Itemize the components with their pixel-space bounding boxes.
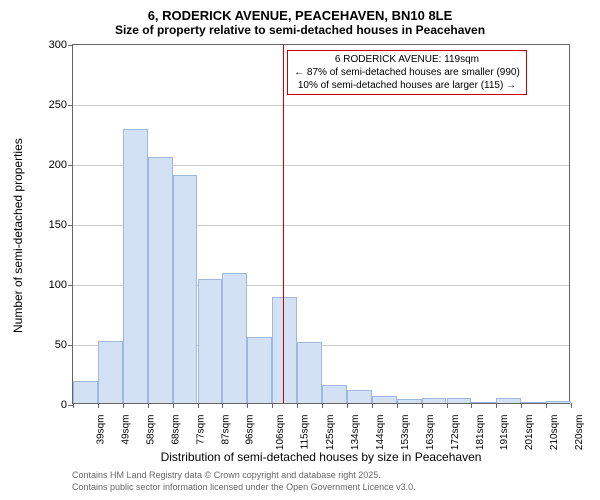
xtick-label: 172sqm xyxy=(450,415,461,451)
histogram-bar xyxy=(173,175,198,403)
histogram-bar xyxy=(198,279,223,403)
x-axis-label: Distribution of semi-detached houses by … xyxy=(72,450,570,464)
histogram-bar xyxy=(372,396,397,403)
chart-main-title: 6, RODERICK AVENUE, PEACEHAVEN, BN10 8LE xyxy=(0,0,600,23)
histogram-bar xyxy=(123,129,148,403)
xtick-label: 115sqm xyxy=(300,415,311,450)
xtick-mark xyxy=(322,403,323,408)
xtick-label: 68sqm xyxy=(170,415,181,445)
xtick-mark xyxy=(148,403,149,408)
histogram-bar xyxy=(272,297,297,403)
xtick-label: 125sqm xyxy=(325,415,336,451)
xtick-mark xyxy=(98,403,99,408)
histogram-bar xyxy=(322,385,347,403)
xtick-mark xyxy=(571,403,572,408)
ytick-label: 100 xyxy=(49,279,67,291)
ytick-label: 250 xyxy=(49,99,67,111)
y-axis-label: Number of semi-detached properties xyxy=(11,113,25,333)
plot-area: 05010015020025030039sqm49sqm58sqm68sqm77… xyxy=(72,44,570,404)
annotation-line: 10% of semi-detached houses are larger (… xyxy=(294,79,520,92)
xtick-label: 163sqm xyxy=(425,415,436,451)
footer-attribution: Contains HM Land Registry data © Crown c… xyxy=(72,470,416,493)
xtick-mark xyxy=(422,403,423,408)
xtick-label: 49sqm xyxy=(120,415,131,445)
ytick-label: 0 xyxy=(61,399,67,411)
xtick-label: 134sqm xyxy=(350,415,361,451)
xtick-label: 201sqm xyxy=(524,415,535,451)
xtick-label: 144sqm xyxy=(375,415,386,451)
gridline xyxy=(73,105,569,106)
histogram-bar xyxy=(496,398,521,403)
xtick-label: 191sqm xyxy=(499,415,510,451)
ytick-mark xyxy=(68,225,73,226)
ytick-mark xyxy=(68,165,73,166)
xtick-mark xyxy=(272,403,273,408)
ytick-label: 150 xyxy=(49,219,67,231)
xtick-mark xyxy=(521,403,522,408)
xtick-mark xyxy=(247,403,248,408)
xtick-mark xyxy=(173,403,174,408)
ytick-label: 200 xyxy=(49,159,67,171)
xtick-label: 87sqm xyxy=(220,415,231,445)
histogram-bar xyxy=(422,398,447,403)
xtick-label: 77sqm xyxy=(195,415,206,445)
annotation-line: ← 87% of semi-detached houses are smalle… xyxy=(294,66,520,79)
annotation-box: 6 RODERICK AVENUE: 119sqm← 87% of semi-d… xyxy=(287,50,527,95)
histogram-bar xyxy=(247,337,272,403)
annotation-line: 6 RODERICK AVENUE: 119sqm xyxy=(294,53,520,66)
xtick-mark xyxy=(496,403,497,408)
xtick-label: 153sqm xyxy=(400,415,411,451)
xtick-mark xyxy=(372,403,373,408)
footer-line-2: Contains public sector information licen… xyxy=(72,482,416,494)
xtick-label: 39sqm xyxy=(96,415,107,445)
xtick-mark xyxy=(222,403,223,408)
ytick-label: 300 xyxy=(49,39,67,51)
chart-sub-title: Size of property relative to semi-detach… xyxy=(0,23,600,41)
marker-line xyxy=(283,45,284,403)
histogram-bar xyxy=(222,273,247,403)
histogram-bar xyxy=(397,399,422,403)
xtick-mark xyxy=(73,403,74,408)
histogram-bar xyxy=(521,402,546,403)
histogram-bar xyxy=(73,381,98,403)
histogram-bar xyxy=(447,398,472,403)
xtick-mark xyxy=(123,403,124,408)
histogram-bar xyxy=(148,157,173,403)
xtick-mark xyxy=(471,403,472,408)
xtick-label: 181sqm xyxy=(475,415,486,451)
ytick-label: 50 xyxy=(55,339,67,351)
ytick-mark xyxy=(68,45,73,46)
ytick-mark xyxy=(68,345,73,346)
xtick-label: 58sqm xyxy=(145,415,156,445)
xtick-mark xyxy=(546,403,547,408)
xtick-label: 96sqm xyxy=(245,415,256,445)
ytick-mark xyxy=(68,285,73,286)
xtick-mark xyxy=(347,403,348,408)
xtick-label: 220sqm xyxy=(574,415,585,451)
xtick-label: 210sqm xyxy=(549,415,560,451)
histogram-bar xyxy=(471,402,496,403)
xtick-mark xyxy=(397,403,398,408)
ytick-mark xyxy=(68,105,73,106)
histogram-bar xyxy=(98,341,123,403)
xtick-mark xyxy=(447,403,448,408)
xtick-label: 106sqm xyxy=(275,415,286,451)
xtick-mark xyxy=(297,403,298,408)
histogram-bar xyxy=(297,342,322,403)
histogram-bar xyxy=(347,390,372,403)
footer-line-1: Contains HM Land Registry data © Crown c… xyxy=(72,470,416,482)
histogram-bar xyxy=(546,401,571,403)
xtick-mark xyxy=(198,403,199,408)
